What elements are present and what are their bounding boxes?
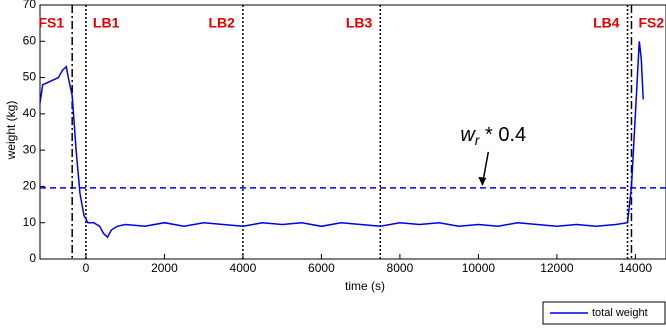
x-tick-label: 4000 [230,261,257,275]
x-axis-label: time (s) [345,279,385,293]
y-axis-label: weight (kg) [4,101,18,161]
marker-label: FS2 [638,15,664,31]
y-tick-label: 50 [23,70,37,84]
x-tick-label: 8000 [387,261,414,275]
annotation-text: wr * 0.4 [460,124,526,147]
y-tick-label: 10 [23,215,37,229]
x-tick-label: 2000 [151,261,178,275]
legend-label: total weight [592,307,648,319]
x-tick-label: 14000 [619,261,653,275]
marker-label: LB3 [346,15,373,31]
y-tick-label: 20 [23,179,37,193]
y-tick-label: 0 [29,251,36,265]
x-tick-label: 12000 [540,261,574,275]
plot-area [39,4,666,260]
y-tick-label: 70 [23,0,37,11]
x-tick-label: 0 [83,261,90,275]
marker-label: FS1 [38,15,64,31]
annotation-part: * 0.4 [479,124,526,146]
x-tick-label: 6000 [308,261,335,275]
legend-box [542,301,666,325]
x-tick-label: 10000 [462,261,496,275]
marker-label: LB1 [93,15,120,31]
y-tick-label: 60 [23,33,37,47]
marker-label: LB4 [593,15,620,31]
arrow-head [478,176,487,186]
series-line [39,41,644,239]
y-tick-label: 30 [23,142,37,156]
annotation-part: r [475,132,481,148]
annotation-part: w [460,124,476,146]
y-tick-label: 40 [23,106,37,120]
marker-label: LB2 [208,15,235,31]
